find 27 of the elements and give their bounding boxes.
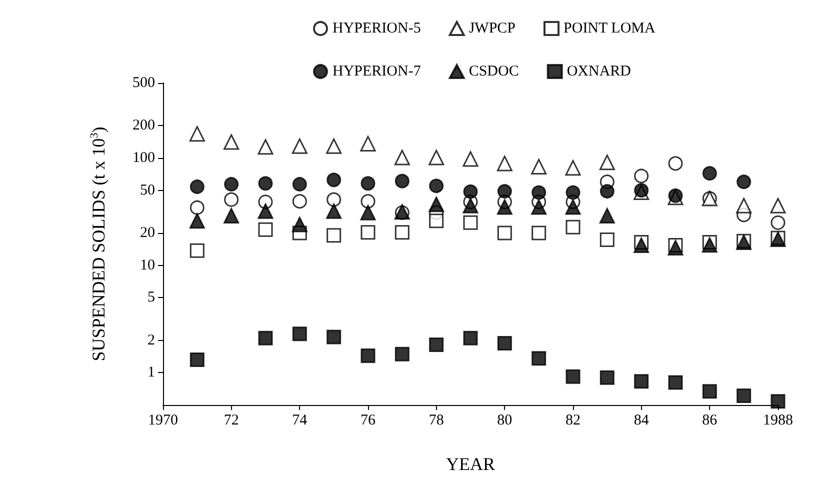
legend-label: HYPERION-7: [332, 64, 422, 80]
x-tick-label: 74: [292, 412, 308, 428]
y-tick-label: 20: [140, 225, 155, 242]
x-tick-label: 72: [224, 412, 239, 428]
legend-label: HYPERION-5: [332, 20, 421, 36]
x-tick-label: 1988: [763, 412, 793, 428]
x-tick-label: 84: [634, 412, 650, 428]
y-tick-label: 200: [132, 118, 155, 134]
y-tick-label: 2: [148, 332, 155, 348]
x-tick-label: 82: [566, 412, 580, 428]
x-tick-label: 1970: [148, 412, 178, 428]
y-tick-label: 1: [148, 364, 155, 381]
legend-label: OXNARD: [566, 64, 632, 80]
legend-label: POINT LOMA: [564, 20, 656, 36]
y-tick-label: 500: [132, 75, 155, 91]
y-tick-label: 50: [140, 182, 155, 198]
x-tick-label: 76: [360, 412, 376, 428]
y-tick-label: 100: [132, 150, 155, 166]
legend-label: CSDOC: [468, 64, 519, 80]
x-tick-label: 80: [497, 412, 512, 428]
legend-label: JWPCP: [468, 20, 516, 36]
x-axis-title: YEAR: [446, 454, 495, 474]
x-tick-label: 86: [702, 412, 718, 428]
y-tick-label: 5: [148, 290, 155, 306]
y-tick-label: 10: [140, 257, 155, 274]
x-tick-label: 78: [428, 412, 444, 428]
y-axis-title: SUSPENDED SOLIDS (t x 103): [88, 126, 108, 362]
